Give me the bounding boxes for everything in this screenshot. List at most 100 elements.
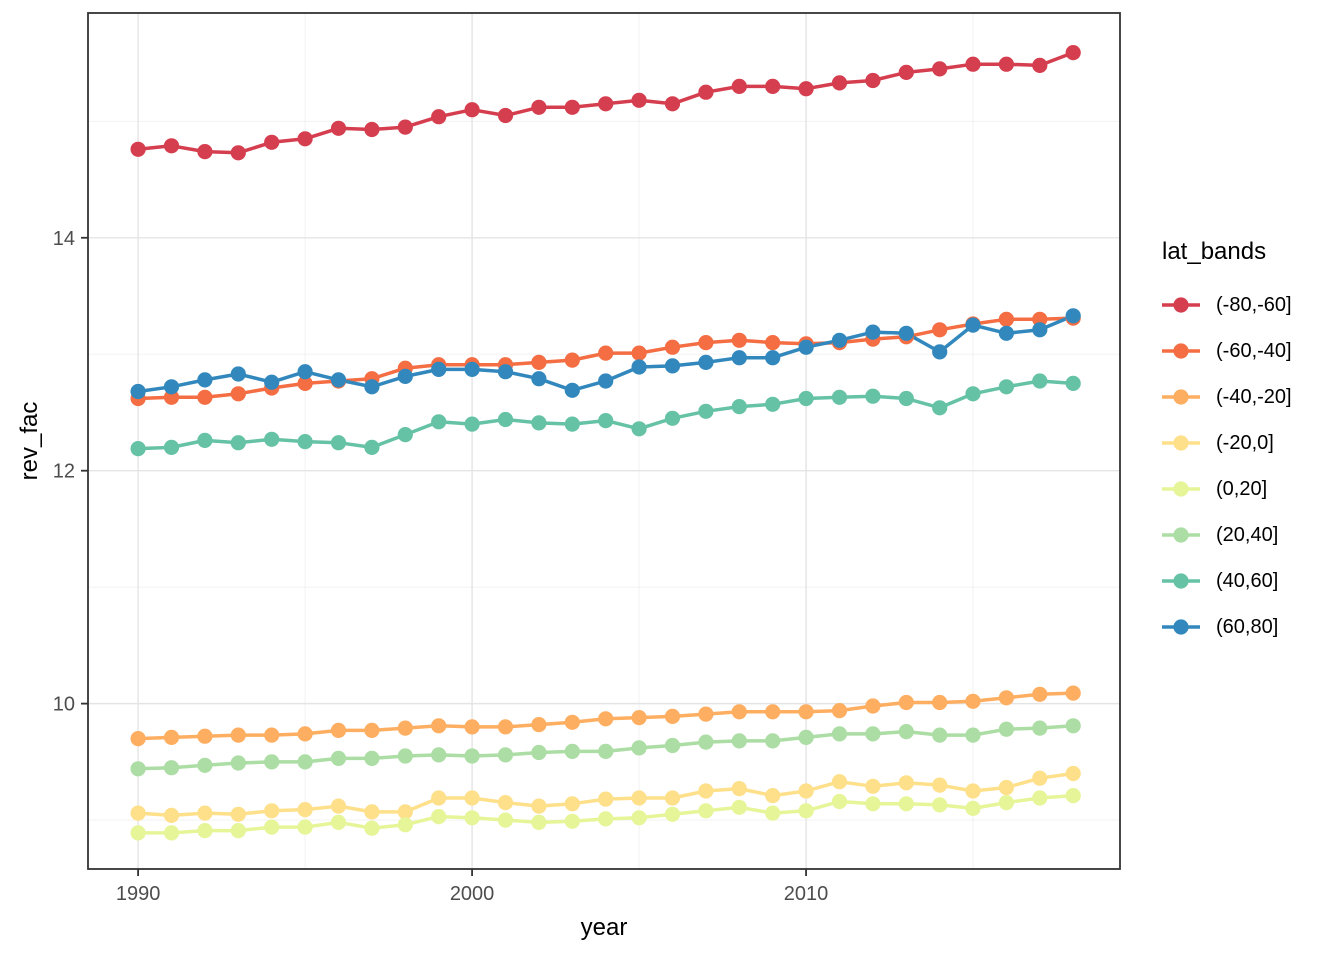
data-point xyxy=(831,75,848,91)
data-point xyxy=(264,134,280,150)
legend: lat_bands (-80,-60] (-60,-40] (-40,-20] (-2… xyxy=(1160,238,1344,650)
data-point xyxy=(598,413,614,429)
data-point xyxy=(698,734,714,750)
data-point xyxy=(1032,373,1048,389)
data-point xyxy=(765,704,781,720)
data-point xyxy=(397,804,413,820)
data-point xyxy=(598,791,614,807)
data-point xyxy=(698,783,714,799)
data-point xyxy=(197,389,213,405)
data-point xyxy=(230,366,246,382)
data-point xyxy=(330,750,347,767)
legend-key-icon xyxy=(1162,343,1200,359)
data-point xyxy=(998,56,1015,72)
data-point xyxy=(998,379,1015,395)
data-point xyxy=(531,744,547,761)
data-point xyxy=(598,811,614,827)
data-point xyxy=(297,726,313,742)
data-point xyxy=(1065,45,1081,61)
data-point xyxy=(1032,57,1048,73)
data-point xyxy=(464,719,480,735)
data-point xyxy=(664,339,681,355)
data-point xyxy=(1065,788,1081,804)
data-point xyxy=(130,441,146,457)
data-point xyxy=(464,810,480,826)
data-point xyxy=(765,78,781,94)
legend-item-label: (-20,0] xyxy=(1216,431,1274,454)
data-point xyxy=(230,386,246,402)
legend-key-point xyxy=(1173,343,1189,359)
legend-title: lat_bands xyxy=(1162,238,1267,265)
data-point xyxy=(664,410,681,426)
data-point xyxy=(431,809,447,825)
data-point xyxy=(464,790,480,806)
data-point xyxy=(564,382,580,398)
data-point xyxy=(664,790,681,806)
legend-key-icon xyxy=(1162,435,1200,451)
data-point xyxy=(865,388,881,404)
data-point xyxy=(1032,322,1048,338)
data-point xyxy=(664,96,681,112)
data-point xyxy=(431,718,447,734)
data-point xyxy=(598,345,614,361)
data-point xyxy=(631,710,647,726)
legend-key-icon xyxy=(1162,297,1200,313)
data-point xyxy=(865,796,881,812)
data-point xyxy=(130,383,146,400)
data-point xyxy=(898,724,914,740)
data-point xyxy=(1032,686,1048,702)
data-point xyxy=(230,755,246,771)
data-point xyxy=(1065,685,1081,701)
data-point xyxy=(998,311,1015,327)
data-point xyxy=(163,807,180,824)
data-point xyxy=(264,431,280,447)
legend-key-point xyxy=(1173,573,1189,589)
data-point xyxy=(130,825,146,841)
data-point xyxy=(264,754,280,770)
data-point xyxy=(765,805,781,821)
data-point xyxy=(163,439,180,455)
data-point xyxy=(197,805,213,821)
data-point xyxy=(731,78,747,94)
data-point xyxy=(163,825,180,841)
data-point xyxy=(798,704,814,720)
data-point xyxy=(497,411,514,428)
legend-item-label: (60,80] xyxy=(1216,615,1279,638)
data-point xyxy=(397,427,413,443)
data-point xyxy=(130,141,146,157)
data-point xyxy=(631,740,647,756)
legend-key-point xyxy=(1173,435,1189,451)
data-point xyxy=(431,109,447,125)
data-point xyxy=(664,737,681,754)
panel-border xyxy=(87,12,1121,870)
data-point xyxy=(865,324,881,340)
data-point xyxy=(598,96,614,112)
data-point xyxy=(731,399,747,415)
legend-key-icon xyxy=(1162,527,1200,543)
data-point xyxy=(564,813,580,829)
data-point xyxy=(1032,720,1048,736)
data-point xyxy=(698,354,714,370)
data-point xyxy=(932,727,948,743)
data-point xyxy=(765,788,781,804)
data-point xyxy=(297,802,313,818)
data-point xyxy=(464,102,480,118)
data-point xyxy=(865,726,881,742)
data-point xyxy=(865,698,881,714)
data-point xyxy=(497,719,514,735)
data-point xyxy=(598,373,614,389)
legend-key-icon xyxy=(1162,389,1200,405)
legend-key-point xyxy=(1173,389,1189,405)
data-point xyxy=(765,350,781,366)
data-point xyxy=(664,358,681,374)
data-point xyxy=(631,92,647,108)
data-point xyxy=(531,99,547,115)
legend-key-icon xyxy=(1162,619,1200,635)
data-point xyxy=(965,727,981,743)
data-point xyxy=(831,774,848,790)
data-point xyxy=(230,806,246,822)
data-point xyxy=(330,814,347,831)
data-point xyxy=(1032,311,1048,327)
